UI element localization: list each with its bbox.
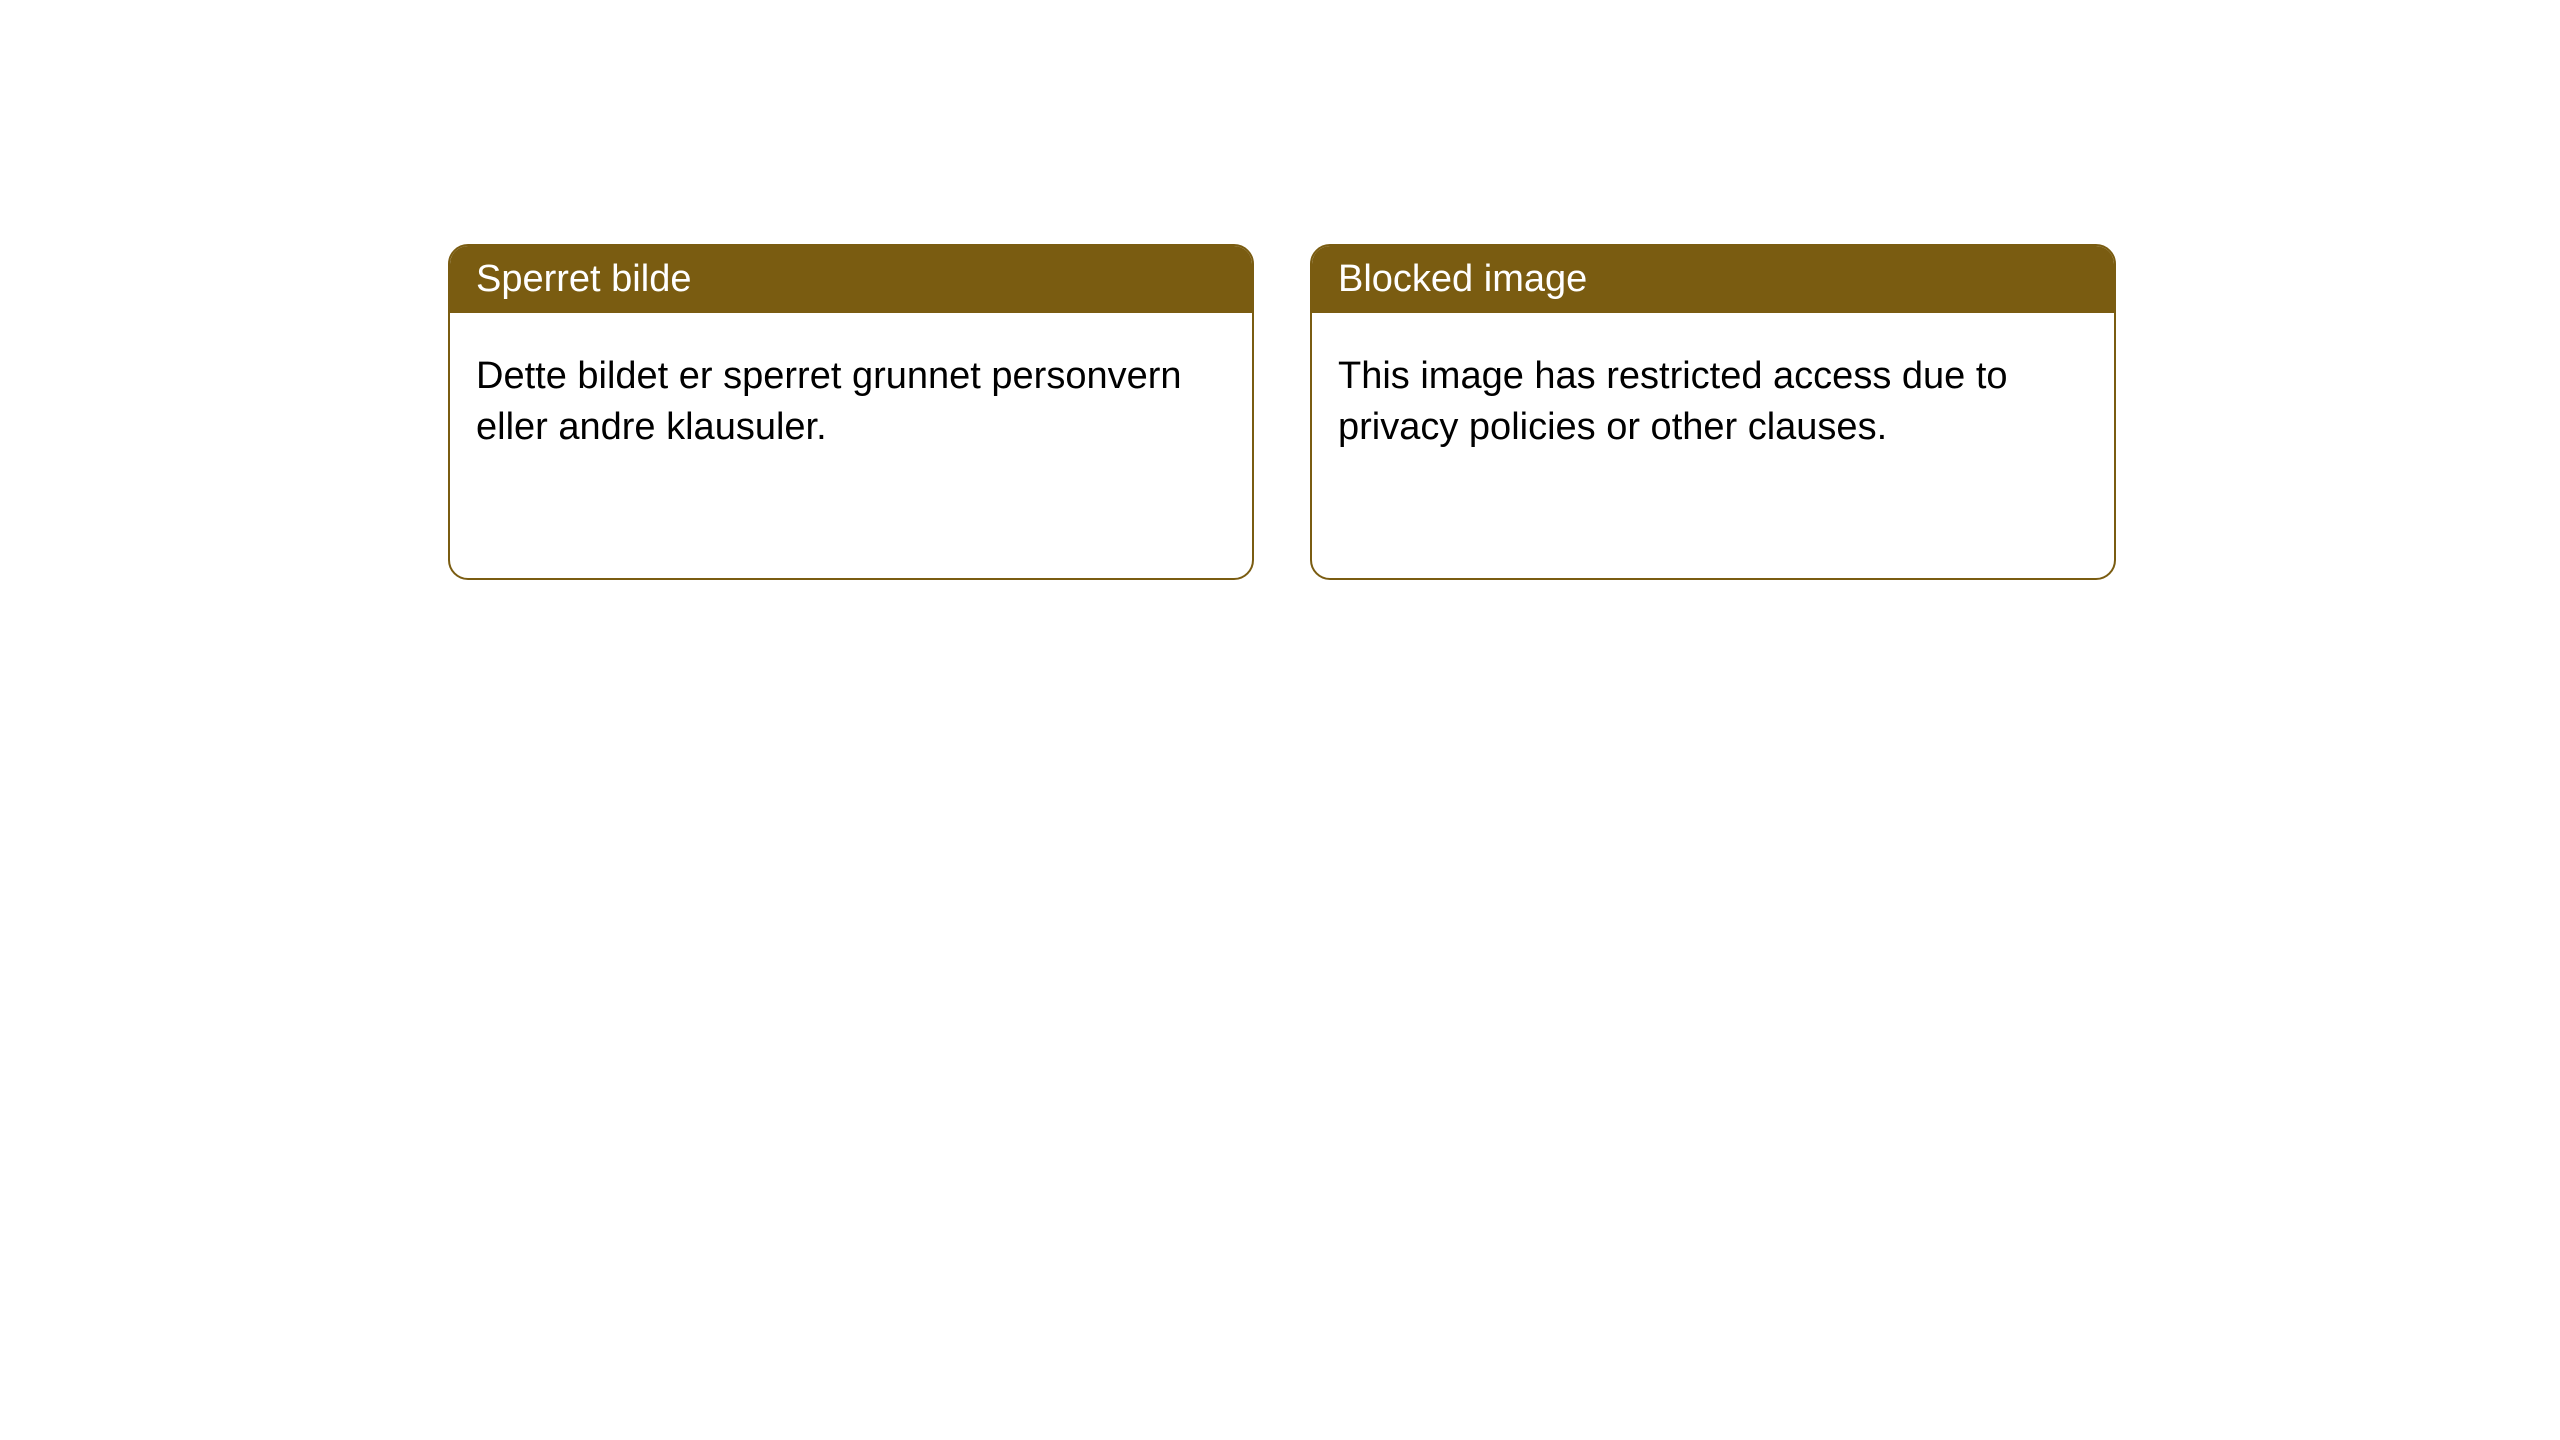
notice-body: Dette bildet er sperret grunnet personve… xyxy=(450,313,1252,492)
notice-card-english: Blocked image This image has restricted … xyxy=(1310,244,2116,580)
notice-body: This image has restricted access due to … xyxy=(1312,313,2114,492)
notice-container: Sperret bilde Dette bildet er sperret gr… xyxy=(448,244,2116,580)
notice-card-norwegian: Sperret bilde Dette bildet er sperret gr… xyxy=(448,244,1254,580)
notice-header: Blocked image xyxy=(1312,246,2114,313)
notice-header: Sperret bilde xyxy=(450,246,1252,313)
